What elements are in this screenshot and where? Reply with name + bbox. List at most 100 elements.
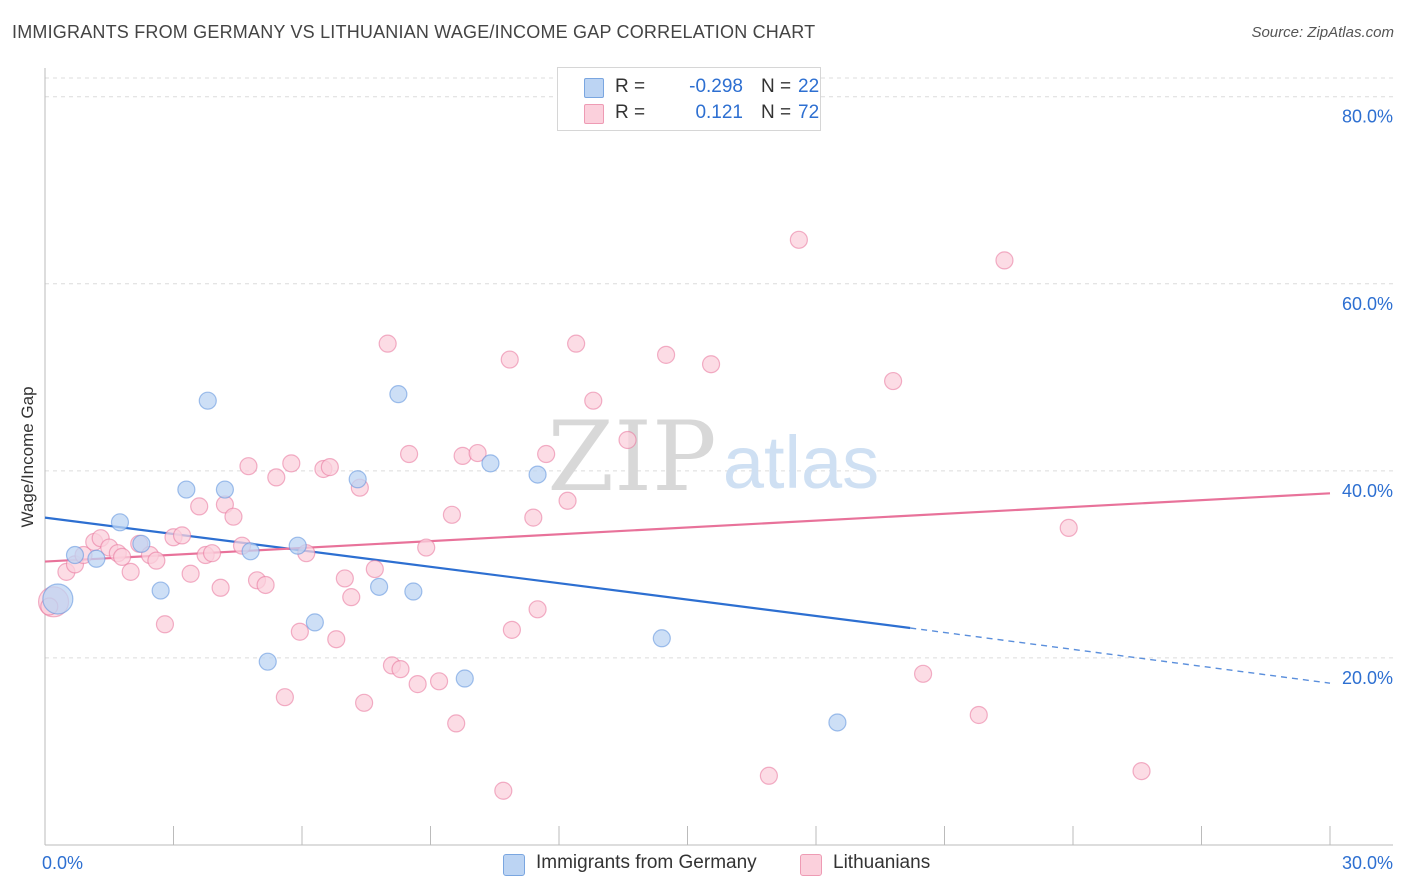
axes	[44, 68, 1393, 846]
chart-title: IMMIGRANTS FROM GERMANY VS LITHUANIAN WA…	[12, 22, 816, 42]
point-lithuanians	[618, 430, 637, 450]
point-germany	[241, 542, 260, 561]
point-lithuanians	[391, 660, 410, 679]
point-germany	[652, 629, 671, 648]
point-lithuanians	[327, 630, 346, 649]
legend-r-label: R =	[615, 76, 646, 97]
point-germany	[177, 480, 196, 499]
point-lithuanians	[211, 578, 230, 597]
point-lithuanians	[282, 454, 301, 473]
legend-swatch-lithuanians	[800, 854, 822, 876]
point-lithuanians	[759, 766, 778, 785]
point-germany	[305, 613, 324, 632]
point-lithuanians	[190, 497, 209, 516]
point-lithuanians	[267, 468, 286, 487]
point-lithuanians	[202, 544, 222, 563]
watermark-zip: ZIP	[547, 401, 716, 513]
point-lithuanians	[112, 547, 132, 567]
point-lithuanians	[342, 588, 361, 607]
legend-label-lithuanians: Lithuanians	[833, 852, 931, 873]
point-germany	[404, 582, 423, 601]
legend-n-label: N =	[761, 76, 792, 97]
point-lithuanians	[528, 600, 547, 619]
point-germany	[348, 470, 367, 489]
point-lithuanians	[883, 371, 903, 391]
point-lithuanians	[335, 569, 354, 588]
legend-n-label: N =	[761, 102, 792, 123]
point-germany	[87, 549, 106, 568]
point-lithuanians	[224, 507, 243, 526]
point-lithuanians	[442, 505, 462, 524]
point-lithuanians	[453, 446, 472, 465]
y-axis-label: Wage/Income Gap	[18, 386, 37, 528]
point-germany	[42, 583, 74, 615]
point-germany	[389, 385, 408, 404]
point-lithuanians	[275, 688, 294, 707]
point-lithuanians	[789, 230, 808, 249]
correlation-legend: R = -0.298 N = 22 R = 0.121 N = 72	[557, 67, 821, 131]
y-tick-label: 60.0%	[1342, 294, 1393, 314]
point-lithuanians	[567, 334, 586, 353]
legend-r-value: -0.298	[689, 76, 743, 97]
point-germany	[65, 545, 85, 565]
point-germany	[198, 391, 217, 410]
legend-n-value: 22	[798, 76, 820, 97]
point-lithuanians	[558, 491, 577, 510]
point-lithuanians	[290, 622, 309, 641]
point-germany	[481, 454, 500, 473]
point-lithuanians	[1059, 518, 1078, 538]
point-lithuanians	[1132, 762, 1151, 781]
legend-r-value: 0.121	[695, 102, 743, 123]
point-lithuanians	[429, 672, 449, 691]
watermark-atlas: atlas	[723, 421, 879, 504]
point-lithuanians	[365, 559, 384, 579]
point-germany	[370, 577, 389, 596]
point-germany	[828, 713, 847, 732]
legend-swatch-germany	[503, 854, 525, 876]
point-lithuanians	[121, 562, 140, 581]
source-label: Source: ZipAtlas.com	[1251, 24, 1394, 41]
point-lithuanians	[155, 615, 175, 634]
data-points	[37, 230, 1151, 800]
point-lithuanians	[320, 458, 339, 477]
point-lithuanians	[995, 251, 1014, 270]
point-germany	[455, 669, 474, 688]
x-tick-label: 30.0%	[1342, 853, 1393, 873]
point-germany	[258, 652, 277, 671]
y-tick-label: 40.0%	[1342, 481, 1393, 501]
point-lithuanians	[417, 538, 436, 557]
point-lithuanians	[913, 664, 933, 683]
point-lithuanians	[468, 443, 487, 463]
point-lithuanians	[172, 526, 192, 545]
point-lithuanians	[969, 705, 988, 725]
point-lithuanians	[256, 575, 275, 595]
point-lithuanians	[378, 334, 397, 353]
point-germany	[151, 581, 170, 600]
y-tick-label: 20.0%	[1342, 668, 1393, 688]
legend-swatch-germany	[584, 78, 604, 98]
watermark: ZIP atlas	[547, 401, 879, 513]
x-tick-label: 0.0%	[42, 853, 83, 873]
point-lithuanians	[537, 444, 556, 464]
point-lithuanians	[239, 457, 258, 476]
point-lithuanians	[181, 564, 200, 583]
point-lithuanians	[584, 391, 603, 410]
legend-n-value: 72	[798, 102, 820, 123]
y-tick-label: 80.0%	[1342, 107, 1393, 127]
point-lithuanians	[524, 508, 543, 527]
point-lithuanians	[408, 675, 427, 694]
point-lithuanians	[500, 350, 519, 369]
point-germany	[110, 513, 130, 532]
point-germany	[132, 534, 151, 553]
trendline-germany-projection	[910, 627, 1331, 684]
legend-r-label: R =	[615, 102, 646, 123]
point-lithuanians	[447, 714, 466, 733]
legend-label-germany: Immigrants from Germany	[536, 852, 757, 873]
point-lithuanians	[656, 345, 676, 364]
point-germany	[288, 536, 307, 555]
point-lithuanians	[147, 551, 166, 570]
tick-labels: 20.0% 40.0% 60.0% 80.0% 0.0% 30.0%	[42, 107, 1393, 873]
point-lithuanians	[502, 620, 521, 639]
point-lithuanians	[399, 444, 419, 464]
